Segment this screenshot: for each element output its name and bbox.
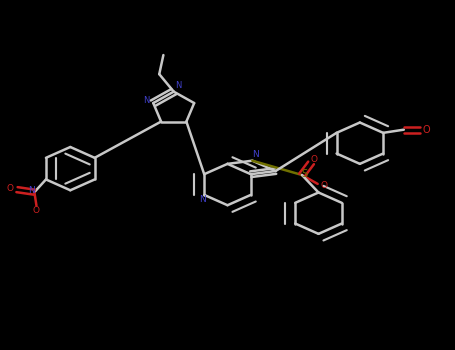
Text: O: O <box>32 206 39 215</box>
Text: N: N <box>176 82 182 90</box>
Text: O: O <box>423 125 430 135</box>
Text: S: S <box>301 169 307 179</box>
Text: N: N <box>142 96 149 105</box>
Text: N: N <box>252 150 259 160</box>
Text: O: O <box>311 155 318 163</box>
Text: O: O <box>321 181 328 190</box>
Text: N: N <box>199 196 206 204</box>
Text: O: O <box>7 184 14 193</box>
Text: N: N <box>28 186 35 195</box>
